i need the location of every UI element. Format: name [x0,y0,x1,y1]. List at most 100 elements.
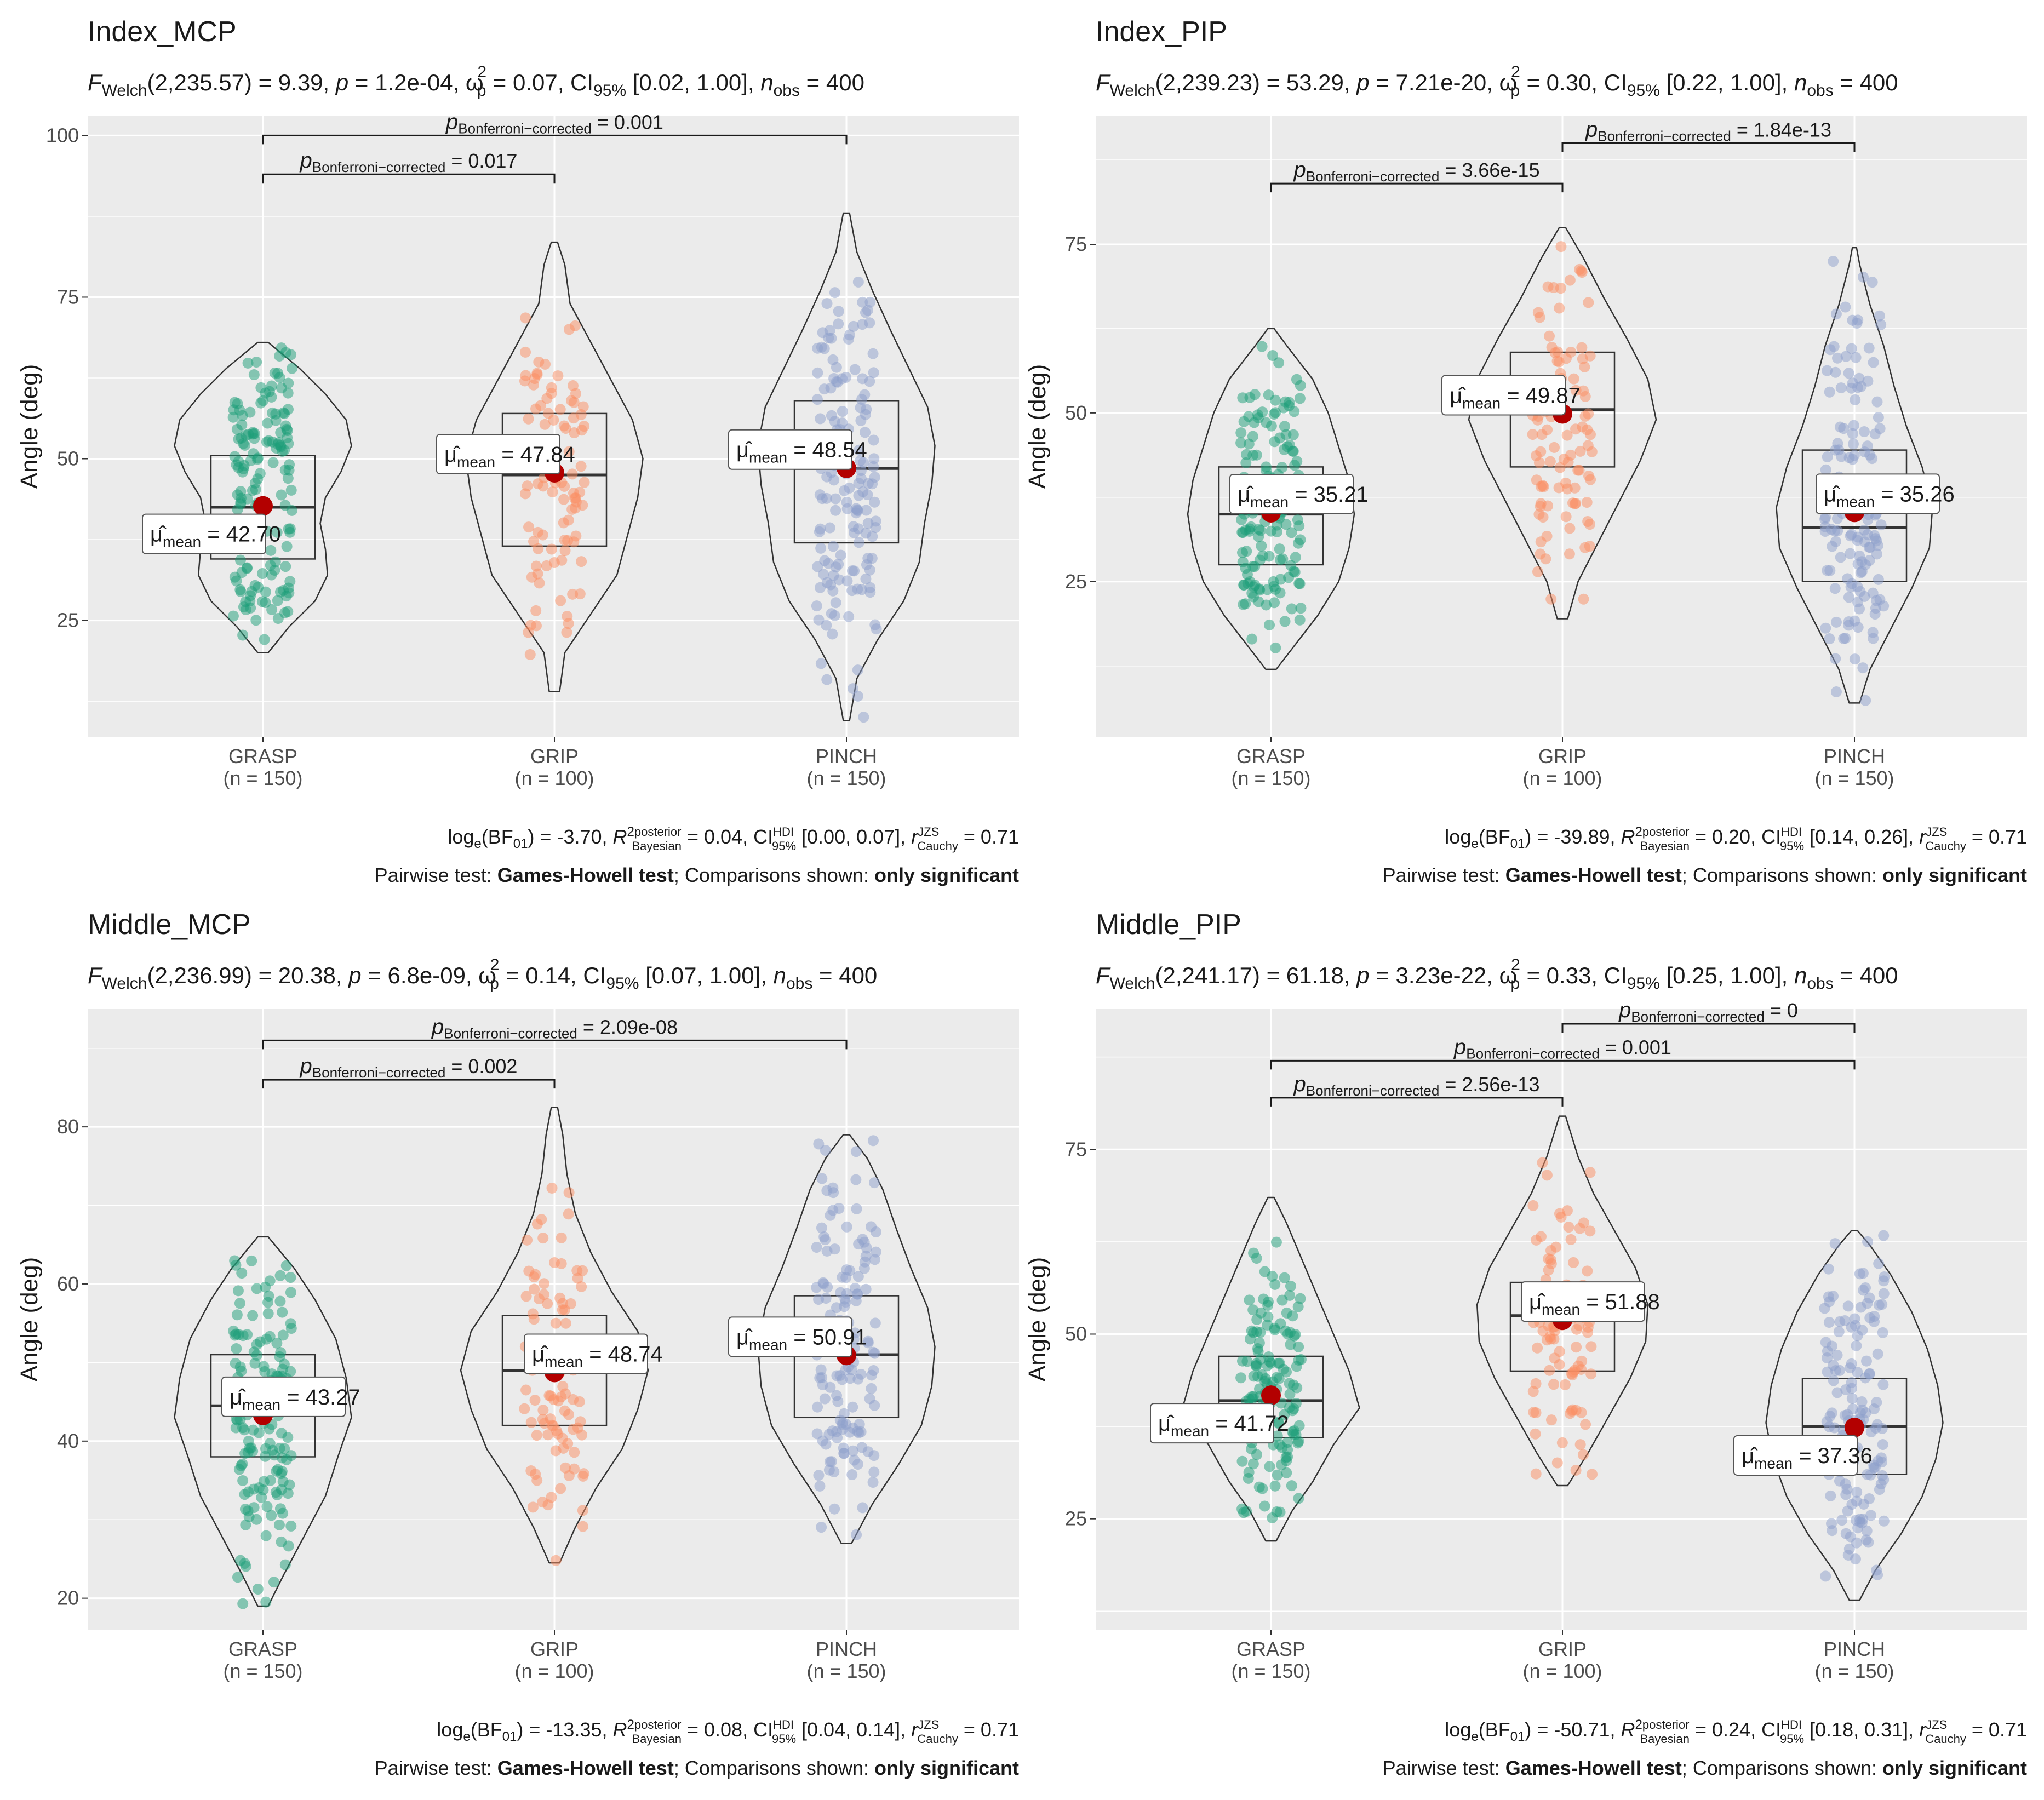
data-point [1247,1458,1259,1470]
data-point [520,1291,532,1302]
comparison-bracket: pBonferroni−corrected = 0.001 [262,110,848,145]
violin-pinch [757,1134,936,1544]
data-point [1580,1419,1591,1430]
data-point [1236,514,1247,525]
data-point [1576,1363,1587,1375]
data-point [1530,450,1542,462]
comparison-bracket: pBonferroni−corrected = 3.66e-15 [1270,158,1564,193]
data-point [1865,1426,1877,1438]
data-point [1848,450,1860,461]
data-point [266,1510,277,1521]
data-point [265,544,277,556]
data-point [563,1208,574,1220]
data-point [1835,382,1847,394]
data-point [566,468,578,480]
data-point [811,600,822,612]
data-point [229,1255,241,1266]
data-point [523,521,535,533]
data-point [262,417,273,429]
data-point [1532,1342,1543,1354]
bracket-label: pBonferroni−corrected = 0.017 [300,148,518,175]
data-point [1846,343,1857,354]
data-point [563,618,574,629]
group-grip: μ̂mean = 47.84 [436,241,644,692]
comparison-bracket: pBonferroni−corrected = 2.09e-08 [262,1014,848,1050]
data-point [287,363,298,374]
data-point [1582,440,1594,451]
data-point [273,1519,285,1530]
data-point [1819,525,1831,537]
x-tick-count: (n = 100) [514,1660,594,1682]
data-point [285,484,297,496]
data-point [1554,1208,1565,1219]
bracket-line [1561,142,1856,152]
data-point [1555,241,1567,253]
data-point [281,1454,293,1465]
data-point [1269,597,1280,609]
data-point [1869,608,1881,620]
data-point [837,1424,848,1435]
mean-label-grip: μ̂mean = 48.74 [524,1333,663,1374]
data-point [1284,1289,1296,1301]
y-axis-label: Angle (deg) [16,364,43,489]
data-point [830,597,841,609]
data-point [528,379,539,391]
data-point [1269,1279,1281,1290]
data-point [850,1146,862,1157]
data-point [231,1309,243,1321]
data-point [1831,513,1843,524]
data-point [1855,1302,1866,1313]
y-axis-label: Angle (deg) [1024,364,1051,489]
data-point [1545,1245,1557,1256]
mean-label-text: μ̂mean = 47.84 [444,443,575,471]
data-point [1285,1339,1296,1350]
data-point [868,1466,880,1478]
data-point [522,1234,533,1246]
data-point [272,595,283,606]
data-point [1843,592,1854,603]
data-point [524,649,536,660]
data-point [1869,530,1880,541]
data-point [1868,633,1879,644]
data-point [1860,695,1871,706]
data-point [1537,1157,1548,1168]
data-point [531,1218,543,1230]
x-tick-count: (n = 100) [1522,1660,1602,1682]
plot-panel [88,116,1019,737]
data-point [243,1436,254,1447]
data-point [246,586,257,597]
plot-panel [1096,116,2027,737]
data-point [579,421,590,432]
data-point [815,413,826,425]
data-point [1820,622,1831,634]
comparison-bracket: pBonferroni−corrected = 0 [1561,998,1856,1033]
data-point [568,397,580,408]
data-point [1852,314,1864,326]
data-point [577,1521,588,1532]
mean-label-box [1816,473,1940,514]
data-point [280,561,291,572]
data-point [815,658,827,669]
data-point [285,1520,297,1532]
data-point [1235,1372,1247,1384]
y-tick-label: 50 [1065,402,1087,424]
data-point [259,1451,271,1462]
x-tick-label: PINCH [816,745,877,767]
data-point [1830,653,1841,664]
data-point [856,1442,868,1453]
data-point [1822,451,1833,463]
data-point [283,587,295,599]
data-point [1252,409,1263,421]
chart-subtitle: FWelch(2,241.17) = 61.18, p = 3.23e-22, … [1096,956,1898,993]
violin-grip [1476,1115,1649,1487]
data-point [818,383,830,395]
data-point [1256,1369,1268,1380]
data-point [1530,1468,1542,1480]
bracket-line [1270,1097,1564,1107]
data-point [1535,1231,1547,1242]
data-point [529,1394,541,1406]
data-point [1273,357,1285,369]
data-point [1828,1375,1839,1386]
data-point [827,628,838,640]
data-point [1248,1247,1259,1259]
